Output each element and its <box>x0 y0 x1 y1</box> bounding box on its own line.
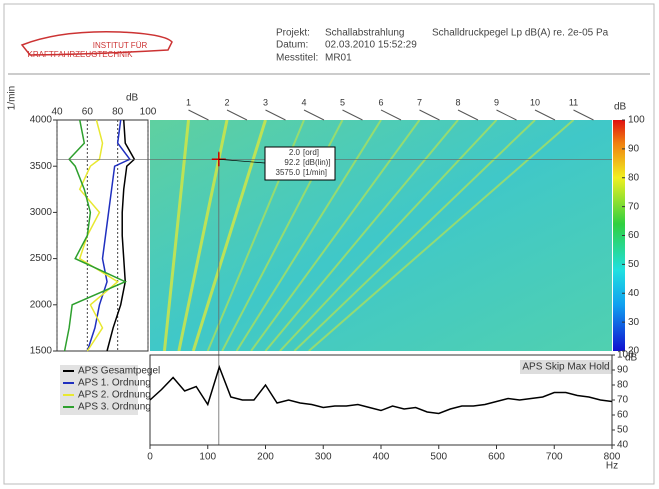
x-tick-label: 200 <box>257 452 274 463</box>
order-label: 7 <box>417 97 422 107</box>
field-label: Projekt: <box>276 28 310 39</box>
order-label: 10 <box>530 97 540 107</box>
order-label: 2 <box>224 97 229 107</box>
order-label: 3 <box>263 97 268 107</box>
y-tick-label: 2500 <box>30 253 53 264</box>
order-tick <box>189 110 209 120</box>
report: INSTITUT FÜR KRAFTFAHRZEUGTECHNIK Projek… <box>0 0 659 489</box>
order-label: 1 <box>186 97 191 107</box>
cursor-value: 2.0 <box>289 148 301 157</box>
order-tick <box>343 110 363 120</box>
field-label: Messtitel: <box>276 53 318 64</box>
order-tick <box>381 110 401 120</box>
y-tick-label: 4000 <box>30 115 53 126</box>
x-tick-label: 500 <box>430 452 447 463</box>
y-tick-label: 40 <box>617 440 629 451</box>
y-tick-label: 3500 <box>30 161 53 172</box>
colorbar-tick-label: 40 <box>628 288 640 299</box>
order-tick <box>574 110 594 120</box>
logo-text: INSTITUT FÜR <box>93 41 148 50</box>
order-tick <box>497 110 517 120</box>
colorbar-tick-label: 100 <box>628 115 645 126</box>
cursor-unit: [1/min] <box>303 168 327 177</box>
colorbar-tick-label: 70 <box>628 201 640 212</box>
order-label: 4 <box>301 97 306 107</box>
y-tick-label: 2000 <box>30 299 53 310</box>
field-value: Schallabstrahlung <box>325 28 405 39</box>
y-axis-label: dB <box>625 353 638 364</box>
order-label: 9 <box>494 97 499 107</box>
colorbar-tick-label: 30 <box>628 317 640 328</box>
y-tick-label: 90 <box>617 365 629 376</box>
legend-label: APS Gesamtpegel <box>78 366 160 377</box>
order-tick <box>227 110 247 120</box>
x-tick-label: 60 <box>82 107 94 118</box>
x-tick-label: 700 <box>546 452 563 463</box>
order-label: 11 <box>569 97 578 107</box>
colorbar-tick-label: 50 <box>628 259 640 270</box>
logo-text: KRAFTFAHRZEUGTECHNIK <box>28 50 134 59</box>
x-tick-label: 40 <box>51 107 63 118</box>
quantity: Schalldruckpegel Lp dB(A) re. 2e-05 Pa <box>432 28 609 39</box>
cursor-unit: [dB(lin)] <box>303 158 331 167</box>
x-tick-label: 80 <box>112 107 124 118</box>
order-tick <box>420 110 440 120</box>
cursor-value: 3575.0 <box>276 168 301 177</box>
x-tick-label: 100 <box>199 452 216 463</box>
order-label: 6 <box>378 97 383 107</box>
y-tick-label: 80 <box>617 380 629 391</box>
legend-label: APS Skip Max Hold <box>522 362 609 373</box>
y-tick-label: 3000 <box>30 207 53 218</box>
legend-label: APS 3. Ordnung <box>78 402 151 413</box>
y-tick-label: 60 <box>617 410 629 421</box>
y-tick-label: 1500 <box>30 346 53 357</box>
colorbar-label: dB <box>614 102 627 113</box>
x-tick-label: 600 <box>488 452 505 463</box>
order-tick <box>304 110 324 120</box>
cursor-unit: [ord] <box>303 148 319 157</box>
order-label: 8 <box>455 97 460 107</box>
cursor-value: 92.2 <box>284 158 300 167</box>
y-tick-label: 70 <box>617 395 629 406</box>
x-tick-label: 400 <box>373 452 390 463</box>
x-tick-label: 0 <box>147 452 153 463</box>
field-label: Datum: <box>276 40 308 51</box>
order-tick <box>458 110 478 120</box>
x-tick-label: 300 <box>315 452 332 463</box>
colorbar-tick-label: 60 <box>628 230 640 241</box>
y-tick-label: 50 <box>617 425 629 436</box>
x-tick-label: 100 <box>140 107 157 118</box>
colorbar-tick-label: 80 <box>628 172 640 183</box>
order-tick <box>266 110 286 120</box>
order-label: 5 <box>340 97 345 107</box>
field-value: 02.03.2010 15:52:29 <box>325 40 417 51</box>
field-value: MR01 <box>325 53 352 64</box>
order-tick <box>535 110 555 120</box>
y-axis-label: 1/min <box>7 86 18 110</box>
x-axis-label: dB <box>126 93 139 104</box>
legend-label: APS 1. Ordnung <box>78 378 151 389</box>
colorbar-tick-label: 90 <box>628 144 640 155</box>
legend-label: APS 2. Ordnung <box>78 390 151 401</box>
x-axis-label: Hz <box>606 461 618 472</box>
